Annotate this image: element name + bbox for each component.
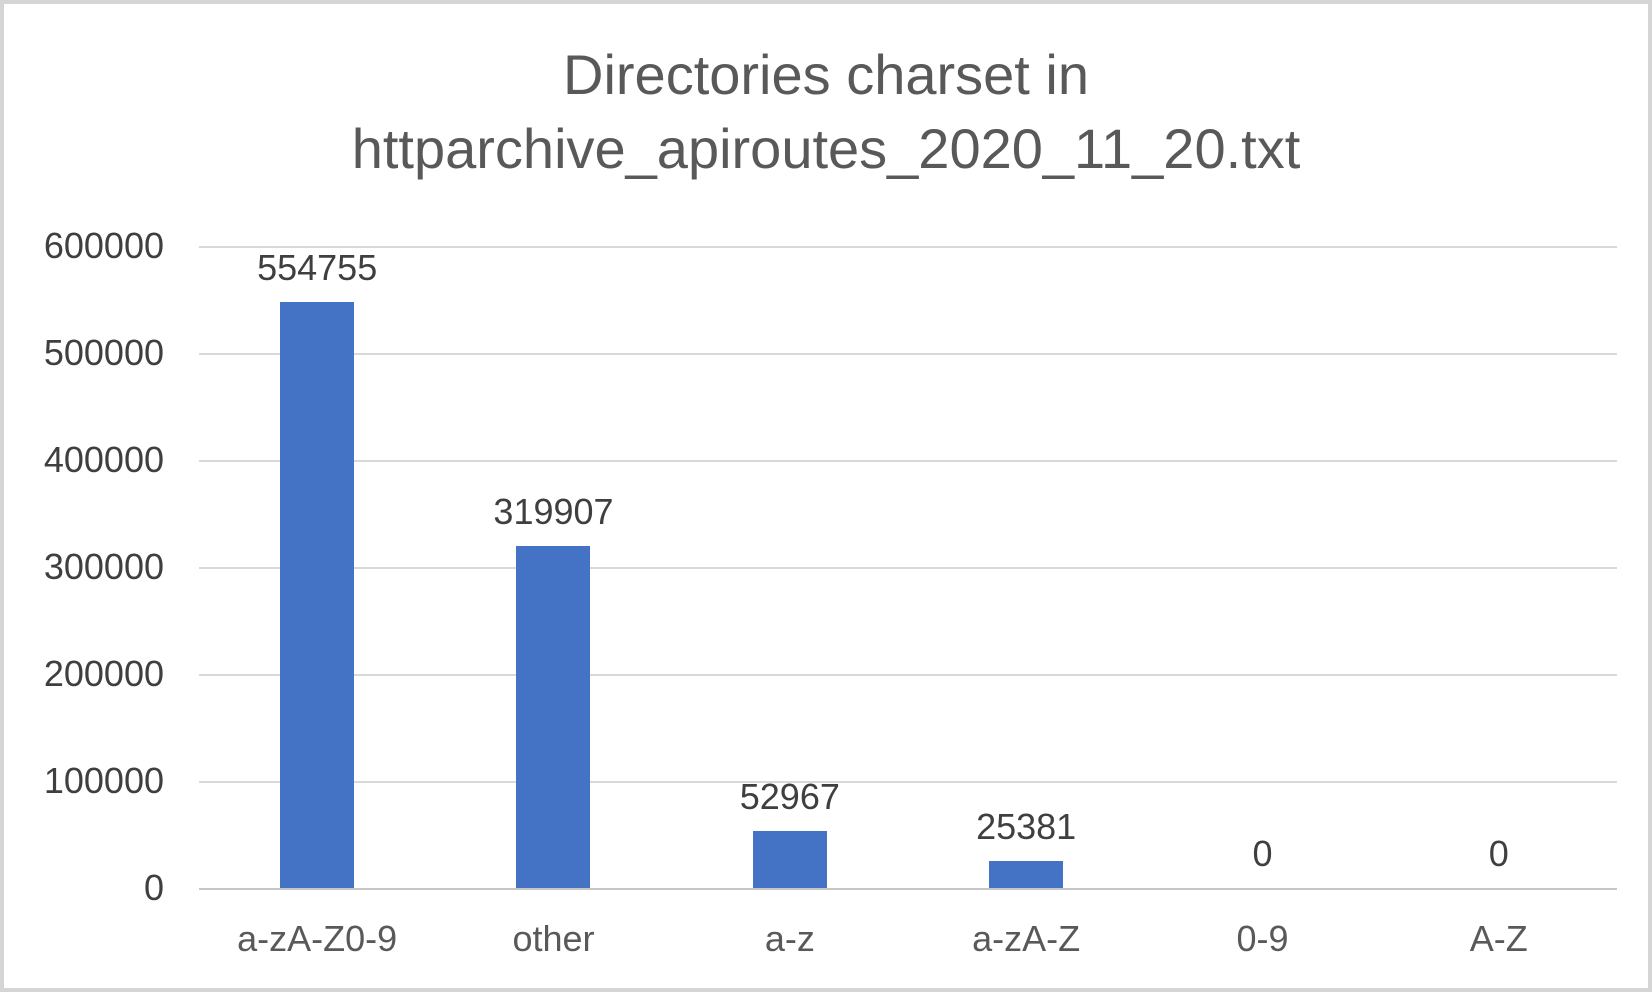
bar-a-zA-Z0-9[interactable] [280,302,355,888]
y-tick-label: 300000 [43,546,164,587]
y-tick-label: 600000 [43,225,164,266]
bar-value-label: 554755 [257,247,378,288]
bar-slot: 52967 [672,246,908,888]
x-axis-line [199,888,1617,890]
y-tick-label: 500000 [43,332,164,373]
bar-slot: 25381 [908,246,1144,888]
bar-value-label: 25381 [976,806,1077,847]
bar-a-z[interactable] [752,831,827,888]
y-tick-label: 100000 [43,760,164,801]
bar-slot: 319907 [435,246,671,888]
gridline [199,460,1617,462]
x-tick-label: 0-9 [1236,918,1289,959]
x-tick-label: a-zA-Z0-9 [237,918,398,959]
y-tick-label: 400000 [43,439,164,480]
y-tick-label: 0 [143,867,164,908]
x-tick-label: a-z [764,918,815,959]
gridline [199,567,1617,569]
x-tick-label: other [512,918,595,959]
gridline [199,781,1617,783]
x-axis: a-zA-Z0-9 other a-z a-zA-Z 0-9 A-Z [199,888,1617,990]
chart-title-line-2: httparchive_apiroutes_2020_11_20.txt [351,117,1301,180]
chart-title: Directories charset in httparchive_apiro… [4,38,1648,186]
x-tick-label: a-zA-Z [972,918,1081,959]
gridline [199,353,1617,355]
bar-value-label: 319907 [493,491,614,532]
bar-slot: 0 [1381,246,1617,888]
plot-area: 554755 319907 52967 25381 0 0 [199,246,1617,890]
bar-value-label: 0 [1488,833,1509,874]
gridline [199,674,1617,676]
y-axis: 600000 500000 400000 300000 200000 100000 0 [4,225,164,908]
bar-slot: 554755 [199,246,435,888]
bar-other[interactable] [516,546,591,888]
x-tick-label: A-Z [1469,918,1528,959]
bar-value-label: 52967 [739,776,840,817]
gridline [199,246,1617,248]
bar-slot: 0 [1144,246,1380,888]
bar-a-zA-Z[interactable] [989,861,1064,888]
bar-value-label: 0 [1252,833,1273,874]
bar-series: 554755 319907 52967 25381 0 0 [199,246,1617,888]
y-tick-label: 200000 [43,653,164,694]
chart-title-line-1: Directories charset in [563,43,1089,106]
